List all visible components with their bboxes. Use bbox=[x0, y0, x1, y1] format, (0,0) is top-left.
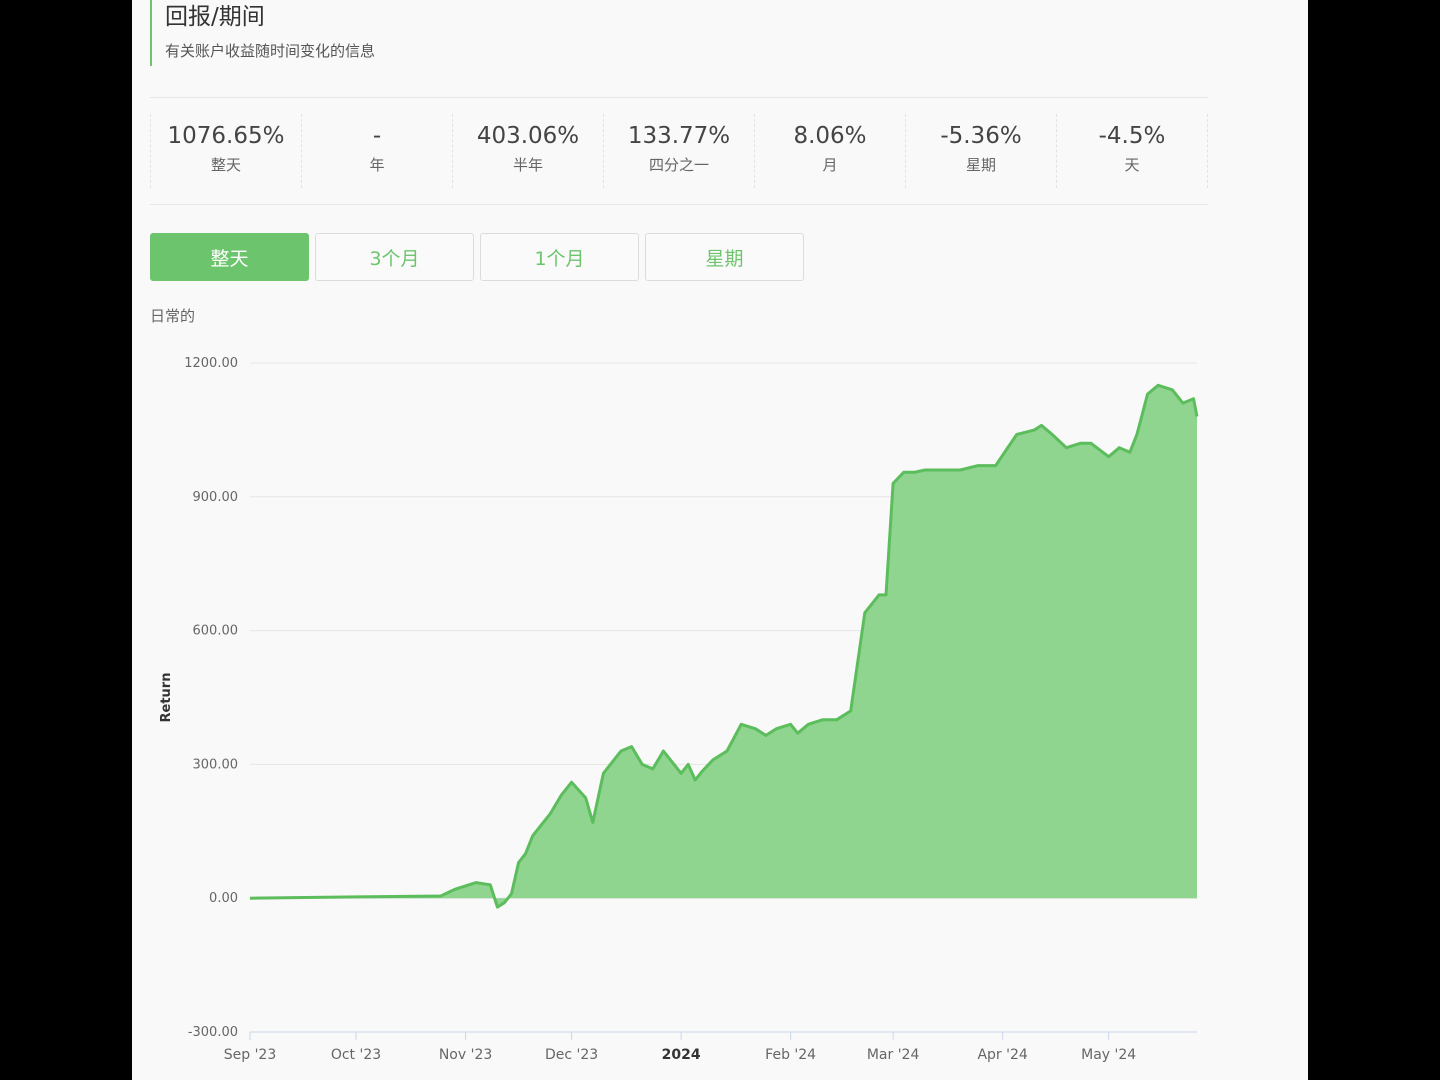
y-tick-label: 1200.00 bbox=[184, 356, 238, 371]
stat-value: 133.77% bbox=[627, 123, 731, 149]
stat-half-year: 403.06% 半年 bbox=[452, 114, 603, 188]
stat-label: 年 bbox=[369, 156, 385, 174]
stat-value: -5.36% bbox=[940, 123, 1022, 149]
x-tick-label: May '24 bbox=[1081, 1047, 1136, 1063]
page-subtitle: 有关账户收益随时间变化的信息 bbox=[165, 42, 376, 60]
stat-day: -4.5% 天 bbox=[1056, 114, 1208, 188]
page-title: 回报/期间 bbox=[165, 4, 265, 30]
y-tick-label: 900.00 bbox=[193, 490, 239, 505]
tab-3-months[interactable]: 3个月 bbox=[315, 233, 474, 281]
section-header: 回报/期间 有关账户收益随时间变化的信息 bbox=[150, 0, 375, 66]
stat-label: 四分之一 bbox=[648, 156, 709, 174]
period-tabs: 整天 3个月 1个月 星期 bbox=[150, 233, 804, 281]
stat-month: 8.06% 月 bbox=[754, 114, 905, 188]
stat-quarter: 133.77% 四分之一 bbox=[603, 114, 754, 188]
x-tick-label: Feb '24 bbox=[765, 1047, 816, 1063]
stat-value: 403.06% bbox=[476, 123, 580, 149]
x-tick-label: Oct '23 bbox=[331, 1047, 381, 1063]
stat-value: -4.5% bbox=[1098, 123, 1166, 149]
y-tick-label: -300.00 bbox=[188, 1025, 238, 1040]
stats-row: 1076.65% 整天 - 年 403.06% 半年 133.77% 四分之一 … bbox=[150, 97, 1208, 205]
stat-value: 8.06% bbox=[793, 123, 867, 149]
y-tick-label: 300.00 bbox=[193, 757, 239, 772]
stat-label: 天 bbox=[1124, 156, 1140, 174]
x-tick-label: Mar '24 bbox=[867, 1047, 920, 1063]
x-tick-label: Dec '23 bbox=[545, 1047, 598, 1063]
stat-value: - bbox=[372, 123, 382, 149]
stat-label: 月 bbox=[822, 156, 838, 174]
tab-all[interactable]: 整天 bbox=[150, 233, 309, 281]
y-axis-label: Return bbox=[159, 673, 174, 723]
x-tick-label: Nov '23 bbox=[439, 1047, 492, 1063]
stat-year: - 年 bbox=[301, 114, 452, 188]
series-line bbox=[249, 383, 1199, 909]
panel: 回报/期间 有关账户收益随时间变化的信息 1076.65% 整天 - 年 403… bbox=[132, 0, 1308, 1080]
y-tick-label: 600.00 bbox=[193, 624, 239, 639]
stat-label: 星期 bbox=[965, 156, 996, 174]
x-tick-label: 2024 bbox=[662, 1047, 701, 1063]
return-chart: 1200.00 900.00 600.00 300.00 0.00 -300.00 Retu… bbox=[159, 356, 1199, 1063]
y-tick-label: 0.00 bbox=[209, 891, 238, 906]
series-area bbox=[250, 385, 1197, 908]
stat-label: 整天 bbox=[210, 156, 241, 174]
tab-week[interactable]: 星期 bbox=[645, 233, 804, 281]
tab-1-month[interactable]: 1个月 bbox=[480, 233, 639, 281]
chart-caption: 日常的 bbox=[150, 307, 196, 325]
stat-week: -5.36% 星期 bbox=[905, 114, 1056, 188]
stat-value: 1076.65% bbox=[167, 123, 285, 149]
x-tick-label: Apr '24 bbox=[977, 1047, 1027, 1063]
x-tick-label: Sep '23 bbox=[224, 1047, 277, 1063]
stat-label: 半年 bbox=[512, 156, 543, 174]
stat-all: 1076.65% 整天 bbox=[150, 114, 301, 188]
